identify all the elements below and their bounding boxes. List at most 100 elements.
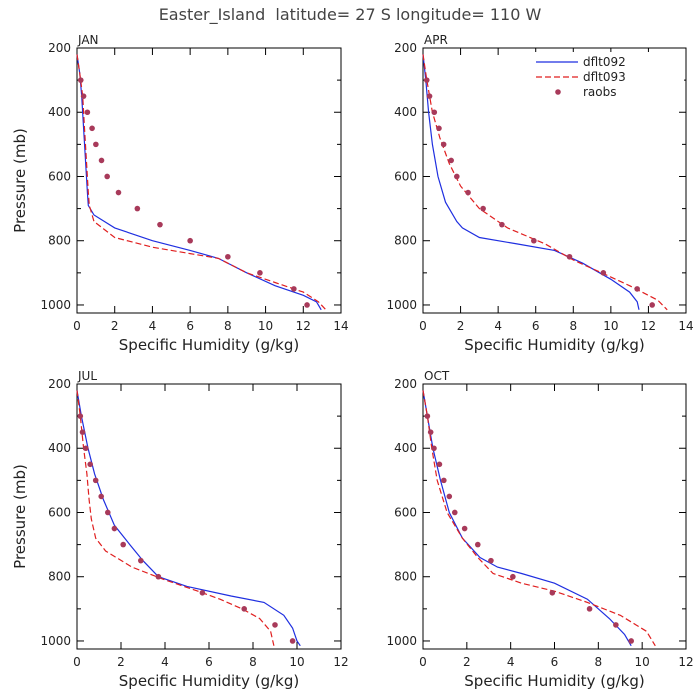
panel-apr-series-raobs-point bbox=[454, 173, 460, 180]
panel-apr-xtick-label: 6 bbox=[532, 319, 540, 333]
panel-oct-series-raobs-point bbox=[586, 606, 593, 612]
panel-oct-xtick-label: 10 bbox=[635, 655, 650, 669]
legend-label-raobs: raobs bbox=[583, 85, 617, 99]
panel-jul-frame bbox=[76, 383, 342, 650]
panel-jan-xtick-label: 10 bbox=[258, 319, 273, 333]
panel-jan-xtick-label: 8 bbox=[224, 319, 232, 333]
panel-jan-series-raobs-point bbox=[77, 77, 84, 83]
panel-jan-series-raobs-point bbox=[257, 270, 263, 276]
panel-jan-series-raobs-point bbox=[80, 93, 87, 99]
panel-apr-series-raobs-point bbox=[499, 221, 505, 228]
panel-jan-series-raobs-point bbox=[225, 253, 231, 260]
panel-jul-series-raobs-point bbox=[120, 541, 126, 548]
panel-oct-series-raobs-point bbox=[436, 461, 443, 468]
panel-jan-xtick-label: 12 bbox=[296, 319, 311, 333]
panel-jul-xlabel: Specific Humidity (g/kg) bbox=[119, 672, 299, 690]
panel-jul-series-raobs-point bbox=[289, 638, 296, 644]
panel-jul-ytick-label: 200 bbox=[48, 377, 71, 391]
panel-oct-series-raobs-point bbox=[549, 589, 556, 596]
panel-oct-xtick-label: 0 bbox=[419, 655, 427, 669]
panel-oct-ytick-label: 800 bbox=[394, 570, 417, 584]
panel-jul-series-raobs-point bbox=[105, 509, 111, 516]
panel-jul-series-raobs-point bbox=[87, 461, 93, 468]
panel-jul-xtick-label: 10 bbox=[289, 655, 304, 669]
panel-jan-xlabel: Specific Humidity (g/kg) bbox=[119, 336, 299, 354]
panel-apr-series-raobs-point bbox=[649, 302, 655, 308]
panel-jul-ytick-label: 600 bbox=[48, 505, 71, 519]
panel-oct-series-raobs-point bbox=[628, 638, 635, 644]
panel-jan-xtick-label: 0 bbox=[73, 319, 81, 333]
panel-apr-series-raobs-point bbox=[436, 125, 442, 132]
panel-oct-xtick-label: 12 bbox=[678, 655, 693, 669]
panel-jul-series-raobs-point bbox=[77, 413, 84, 419]
panel-jan-series-raobs-point bbox=[157, 221, 163, 228]
panel-oct-xtick-label: 4 bbox=[507, 655, 515, 669]
panel-jul-xtick-label: 0 bbox=[73, 655, 81, 669]
panel-jul-xtick-label: 2 bbox=[117, 655, 125, 669]
panel-jul-ylabel: Pressure (mb) bbox=[11, 464, 29, 569]
panel-oct-series-raobs-point bbox=[446, 493, 453, 500]
panel-jul-xtick-label: 4 bbox=[161, 655, 169, 669]
legend-swatch-raobs bbox=[555, 89, 561, 95]
panel-oct-series-raobs-point bbox=[474, 541, 481, 548]
panel-jan-ylabel: Pressure (mb) bbox=[11, 128, 29, 233]
panel-apr-series-raobs-point bbox=[465, 189, 471, 196]
panel-apr-xtick-label: 12 bbox=[641, 319, 656, 333]
panel-jan-ytick-label: 600 bbox=[48, 169, 71, 183]
panel-oct-series-raobs-point bbox=[451, 509, 458, 516]
panel-apr-series-raobs-point bbox=[440, 141, 447, 148]
panel-apr-series-raobs-point bbox=[634, 286, 640, 292]
panel-oct-series-raobs-point bbox=[424, 413, 431, 419]
panel-apr-xtick-label: 2 bbox=[457, 319, 465, 333]
panel-apr-series-raobs-point bbox=[423, 77, 430, 83]
legend-box bbox=[528, 52, 684, 98]
panel-oct-series-raobs-point bbox=[441, 477, 447, 484]
panel-apr-series-raobs-point bbox=[566, 253, 573, 260]
panel-jul-series-raobs-point bbox=[111, 525, 118, 532]
panel-oct-series-raobs-point bbox=[510, 573, 516, 580]
legend-label-dflt093: dflt093 bbox=[583, 70, 626, 84]
panel-apr-ytick-label: 400 bbox=[394, 105, 417, 119]
panel-apr-title: APR bbox=[424, 33, 448, 47]
panel-oct-series-raobs-point bbox=[488, 557, 494, 564]
panel-apr: APR 0 2 4 6 8 10 12 14 200 400 600 800 1000 Specific H… bbox=[386, 33, 693, 354]
panel-oct-series-raobs-point bbox=[427, 429, 434, 435]
panel-jan: JAN 0 2 4 6 8 10 12 14 200 400 600 800 1000 Specific H… bbox=[11, 33, 349, 354]
panel-jan-series-raobs-point bbox=[134, 205, 141, 212]
panel-jan-series-raobs-point bbox=[84, 109, 91, 116]
panel-apr-ytick-label: 200 bbox=[394, 41, 417, 55]
panel-oct-xtick-label: 6 bbox=[551, 655, 559, 669]
panel-jan-frame bbox=[76, 47, 342, 314]
legend-label-dflt092: dflt092 bbox=[583, 55, 626, 69]
panel-apr-xtick-label: 4 bbox=[494, 319, 502, 333]
panel-apr-ytick-label: 1000 bbox=[386, 298, 417, 312]
panel-jul-series-raobs-point bbox=[138, 557, 144, 564]
panel-jan-series-raobs-point bbox=[104, 173, 110, 180]
panel-oct: OCT 0 2 4 6 8 10 12 200 400 600 800 1000 Specific Hum… bbox=[386, 369, 693, 690]
panel-jan-series-raobs-point bbox=[89, 125, 95, 132]
panel-apr-series-raobs-point bbox=[600, 270, 607, 276]
panel-apr-ytick-label: 600 bbox=[394, 169, 417, 183]
panel-oct-series-raobs-point bbox=[461, 525, 468, 532]
panel-jan-series-raobs-point bbox=[98, 157, 105, 164]
panel-jul-xtick-label: 6 bbox=[205, 655, 213, 669]
panel-jul-series-raobs-point bbox=[241, 606, 247, 612]
panel-jul-ytick-label: 1000 bbox=[40, 634, 71, 648]
panel-oct-ytick-label: 200 bbox=[394, 377, 417, 391]
panel-jan-series-raobs-point bbox=[291, 286, 297, 292]
panel-jan-series-raobs-point bbox=[115, 189, 122, 196]
panel-oct-ytick-label: 1000 bbox=[386, 634, 417, 648]
panel-jan-xtick-label: 14 bbox=[333, 319, 348, 333]
panel-jan-series-raobs-point bbox=[187, 237, 193, 244]
panel-jul-series-raobs-point bbox=[272, 622, 278, 628]
panel-jan-xtick-label: 2 bbox=[111, 319, 119, 333]
panel-jan-series-raobs-point bbox=[304, 302, 310, 308]
panel-jul-series-dflt092-line bbox=[76, 390, 301, 647]
panel-apr-xtick-label: 10 bbox=[603, 319, 618, 333]
panel-apr-xtick-label: 14 bbox=[678, 319, 693, 333]
panel-jan-ytick-label: 1000 bbox=[40, 298, 71, 312]
panel-apr-xtick-label: 0 bbox=[419, 319, 427, 333]
panel-jul-series-raobs-point bbox=[92, 477, 99, 484]
